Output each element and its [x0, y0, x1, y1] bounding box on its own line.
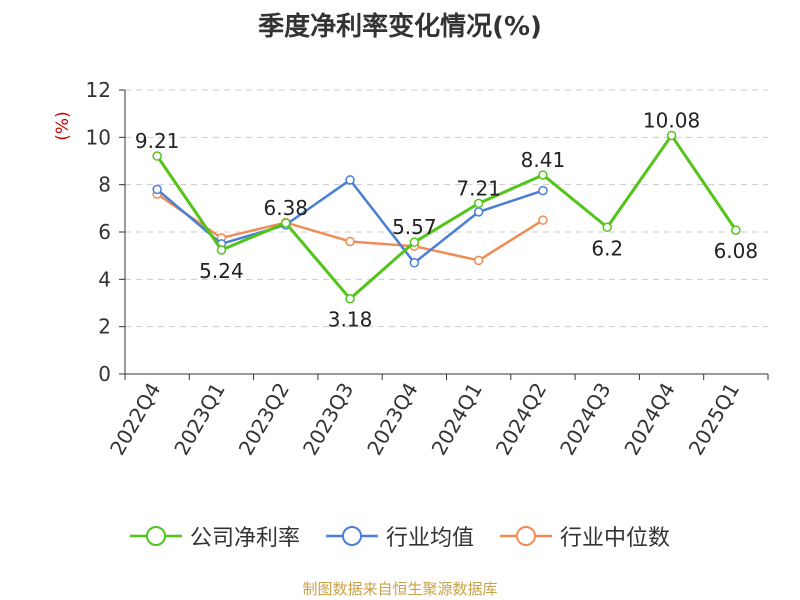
data-source-note: 制图数据来自恒生聚源数据库: [302, 580, 498, 598]
data-point-1: [345, 175, 355, 185]
data-point-1: [152, 184, 162, 195]
y-tick-label: 8: [98, 173, 111, 197]
legend-item-industry-mean[interactable]: 行业均值: [325, 520, 474, 552]
y-tick-label: 10: [86, 125, 111, 149]
chart-legend: 公司净利率 行业均值 行业中位数: [0, 520, 800, 552]
legend-label-industry-median: 行业中位数: [560, 526, 671, 551]
x-tick-label: 2025Q1: [684, 379, 744, 460]
legend-swatch-industry-median: [500, 526, 552, 546]
data-point-1: [473, 207, 484, 217]
data-label: 6.2: [591, 236, 623, 260]
data-label: 5.57: [392, 215, 437, 239]
data-point-0: [602, 222, 612, 233]
data-point-0: [473, 198, 484, 209]
data-point-0: [731, 225, 741, 235]
y-tick-label: 2: [98, 315, 111, 339]
series-line-2: [156, 193, 544, 262]
data-point-2: [345, 236, 355, 247]
data-point-0: [216, 245, 227, 255]
x-tick-label: 2024Q2: [491, 379, 551, 460]
data-point-1: [538, 185, 548, 196]
x-tick-label: 2023Q1: [169, 379, 229, 460]
data-point-0: [409, 237, 420, 247]
legend-label-industry-mean: 行业均值: [385, 526, 474, 551]
x-tick-label: 2024Q1: [427, 379, 487, 460]
legend-item-company[interactable]: 公司净利率: [129, 520, 300, 552]
legend-swatch-company: [129, 526, 182, 546]
legend-item-industry-median[interactable]: 行业中位数: [500, 520, 670, 552]
y-tick-label: 0: [98, 362, 111, 386]
series-line-0: [155, 133, 738, 301]
data-label: 5.24: [199, 259, 244, 283]
data-point-2: [538, 215, 548, 225]
data-label: 10.08: [643, 108, 700, 132]
x-tick-label: 2023Q3: [298, 379, 358, 460]
y-tick-label: 12: [86, 78, 111, 102]
x-tick-label: 2023Q2: [234, 379, 294, 460]
data-label: 7.21: [456, 176, 501, 200]
chart-title: 季度净利率变化情况(%): [258, 12, 542, 42]
legend-swatch-industry-mean: [325, 526, 378, 546]
x-tick-label: 2024Q4: [619, 379, 679, 460]
data-point-1: [409, 258, 420, 268]
data-label: 9.21: [135, 129, 180, 153]
x-tick-label: 2022Q4: [105, 379, 165, 460]
data-point-0: [538, 170, 548, 180]
data-label: 6.38: [263, 196, 308, 220]
data-point-0: [281, 218, 291, 228]
y-axis-label: (%): [53, 111, 73, 140]
data-label: 3.18: [328, 308, 373, 332]
legend-label-company: 公司净利率: [189, 526, 300, 551]
x-tick-label: 2023Q4: [362, 379, 422, 460]
y-tick-label: 6: [98, 220, 111, 244]
data-label: 8.41: [521, 148, 566, 172]
data-point-0: [152, 151, 162, 161]
data-point-2: [473, 255, 484, 266]
y-tick-label: 4: [98, 267, 111, 291]
data-point-0: [666, 130, 677, 141]
data-label: 6.08: [714, 239, 759, 263]
data-point-0: [345, 293, 355, 304]
x-tick-label: 2024Q3: [555, 379, 615, 460]
